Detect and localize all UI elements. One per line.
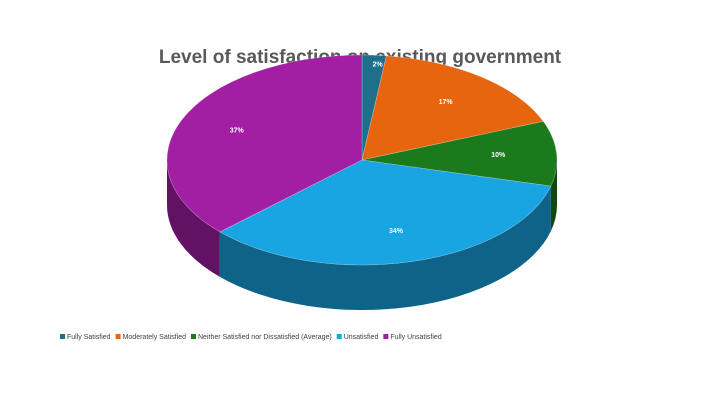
legend-label: Unsatisfied <box>344 334 379 341</box>
pie-side <box>550 160 558 232</box>
slice-label: 2% <box>373 61 384 68</box>
legend-label: Fully Satisfied <box>67 334 111 341</box>
pie-slice <box>361 121 558 187</box>
slice-label: 10% <box>491 152 506 159</box>
slice-label: 17% <box>439 99 454 106</box>
slice-label: 34% <box>389 228 404 235</box>
pie-slice <box>166 54 363 233</box>
legend-swatch <box>191 334 196 339</box>
pie-slice <box>361 55 544 161</box>
pie-slice <box>219 159 552 266</box>
legend-label: Neither Satisfied nor Dissatisfied (Aver… <box>198 334 332 341</box>
pie-side <box>219 186 551 311</box>
legend-label: Moderately Satisfied <box>123 334 187 341</box>
legend-swatch <box>115 334 121 339</box>
legend-swatch <box>60 334 65 339</box>
pie-slice <box>361 54 387 161</box>
slice-label: 37% <box>230 128 245 135</box>
legend-swatch <box>383 334 389 339</box>
legend-swatch <box>336 334 342 339</box>
legend-label: Fully Unsatisfied <box>390 334 441 341</box>
pie-side <box>167 160 220 277</box>
